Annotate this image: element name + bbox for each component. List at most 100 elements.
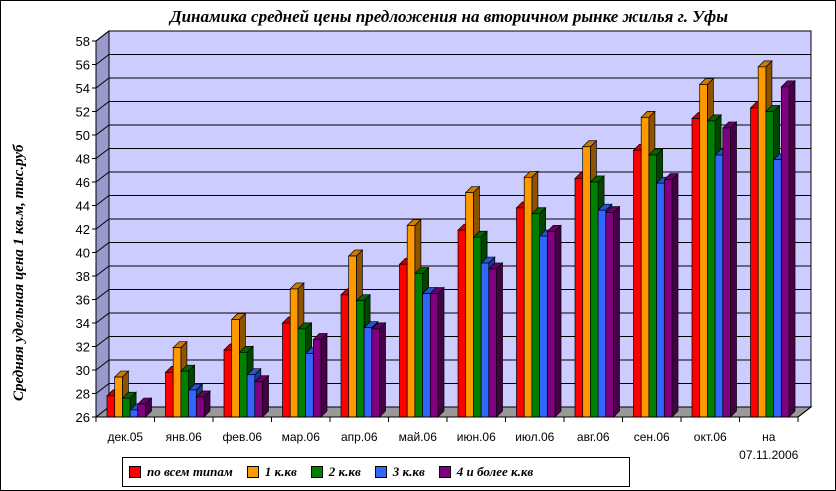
bar-side [437,286,445,418]
bar-front [188,389,197,418]
bar-side [788,79,796,418]
legend-swatch [246,466,259,478]
legend-label: по всем типам [147,464,233,479]
bar [429,286,445,418]
y-tick-label: 40 [76,246,90,261]
x-tick-label: янв.06 [166,430,203,444]
bar-side [554,224,562,418]
x-tick-label: дек.05 [107,430,143,444]
bar [721,121,738,418]
bar-front [473,236,482,418]
gridline-side [95,289,110,300]
bar-front [516,207,525,418]
bar-front [371,328,380,418]
bar-front [340,294,350,418]
y-tick-label: 36 [76,293,90,308]
gridline-side [95,171,110,183]
x-tick-label: мар.06 [282,430,321,444]
bar-front [122,397,131,418]
bar-front [640,117,650,418]
bar-front [488,268,497,418]
bar-front [246,374,256,418]
y-tick-label: 46 [76,175,90,190]
bar [604,205,621,418]
bar-front [780,86,790,418]
y-tick-label: 48 [76,152,90,167]
bar-front [531,213,540,418]
gridline-side [95,30,110,42]
bar-front [363,327,373,418]
bar-side [496,262,503,418]
legend-item: 1 к.кв [246,464,297,480]
y-tick-label: 26 [76,410,90,425]
bar-front [633,149,642,418]
y-tick-label: 42 [76,222,90,237]
bar-front [172,347,182,418]
x-tick-label: фев.06 [222,430,262,444]
bar [663,172,679,418]
bar-front [348,255,357,418]
y-tick-label: 44 [76,199,90,214]
bar-front [414,273,423,418]
x-tick-label: май.06 [399,430,438,444]
x-tick-label: 07.11.2006 [739,448,798,462]
bar-front [312,339,322,418]
x-tick-label: июл.06 [515,430,554,444]
bar-front [648,154,657,418]
legend-swatch [438,466,451,478]
bar [312,332,328,418]
bar-front [305,353,314,418]
legend-label: 1 к.кв [264,464,297,479]
y-tick-label: 50 [76,128,90,143]
x-tick-label: апр.06 [341,430,378,444]
gridline-side [95,148,110,159]
bar-front [406,225,416,418]
bar-front [699,84,708,418]
gridline-side [95,218,110,230]
legend-item: 2 к.кв [310,464,361,480]
x-axis-edge [797,406,812,418]
legend: по всем типам 1 к.кв 2 к.кв 3 к.кв 4 и более… [122,457,630,487]
bar-front [165,372,174,418]
gridline-side [95,242,110,253]
bar-front [707,120,716,418]
bar-front [605,212,614,418]
bar-front [582,146,591,418]
bar [546,224,562,418]
bar-front [399,263,408,418]
legend-swatch [129,466,141,478]
bar-front [765,111,774,418]
bar-front [195,396,205,418]
bar [195,390,211,418]
bar-side [320,332,328,418]
bar-side [730,121,737,418]
y-tick-label: 32 [76,340,90,355]
bar-front [757,66,767,418]
legend-item: 4 и более к.кв [438,464,533,480]
gridline-side [95,54,110,65]
gridline-side [95,312,110,324]
bar-front [773,159,782,418]
bar-front [223,349,233,418]
x-tick-label: на [762,430,776,444]
y-tick-label: 58 [76,34,90,49]
bar-front [239,352,248,418]
bar-front [480,262,490,418]
bar-front [750,107,759,418]
y-tick-label: 34 [76,316,90,331]
bar-front [590,181,599,418]
bar [370,322,387,418]
y-tick-label: 28 [76,387,90,402]
legend-swatch [374,466,387,478]
legend-item: по всем типам [129,464,233,480]
bar-front [457,229,467,418]
bar-front [254,381,263,418]
bar-front [231,319,240,418]
gridline-side [95,359,110,371]
bar-front [714,154,724,418]
bar-side [671,172,679,418]
bar-front [523,176,533,418]
legend-label: 3 к.кв [392,464,425,479]
